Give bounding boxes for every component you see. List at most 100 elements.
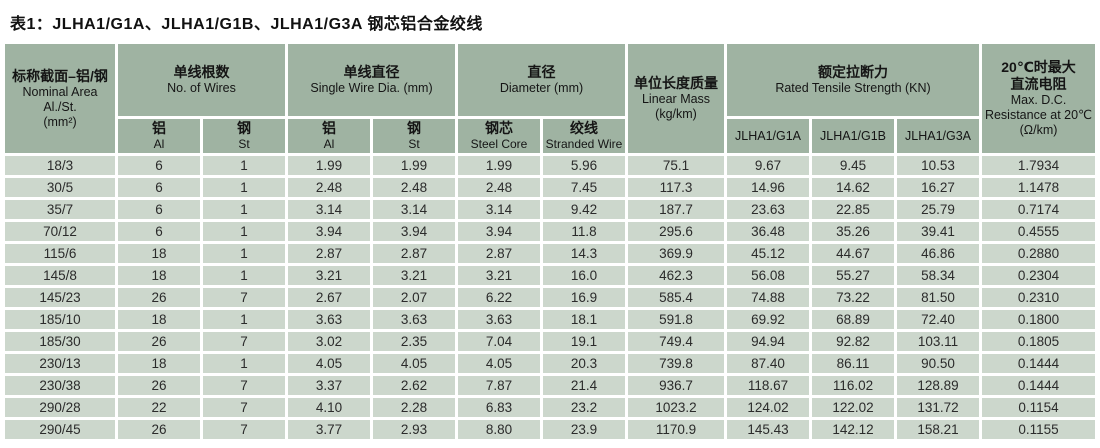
cell-steel-core-dia: 3.14 <box>458 200 541 219</box>
table-row: 185/30 26 7 3.02 2.35 7.04 19.1 749.4 94.94 92.82… <box>5 332 1096 351</box>
cell-al-wires: 26 <box>118 288 200 307</box>
cell-stranded-wire-dia: 18.1 <box>543 310 626 329</box>
subheader-jlha1-g3a: JLHA1/G3A <box>897 119 980 153</box>
header-diameter-zh: 直径 <box>527 64 556 80</box>
cell-st-wires: 7 <box>203 420 286 439</box>
subheader-stranded-wire-zh: 绞线 <box>570 120 599 136</box>
header-nominal-area-unit: (mm²) <box>43 114 77 129</box>
subheader-jlha1-g1a: JLHA1/G1A <box>727 119 810 153</box>
cell-linear-mass: 462.3 <box>628 266 725 285</box>
cell-g3a-strength: 25.79 <box>897 200 980 219</box>
cell-st-dia: 3.21 <box>373 266 456 285</box>
subheader-steel-core-zh: 钢芯 <box>485 120 514 136</box>
cell-st-dia: 2.93 <box>373 420 456 439</box>
cell-al-wires: 22 <box>118 398 200 417</box>
cell-al-wires: 18 <box>118 310 200 329</box>
cell-st-wires: 1 <box>203 266 286 285</box>
cell-steel-core-dia: 4.05 <box>458 354 541 373</box>
cell-al-dia: 3.94 <box>288 222 371 241</box>
subheader-steel-core-en: Steel Core <box>470 137 528 151</box>
cell-al-wires: 18 <box>118 244 200 263</box>
header-dc-resistance-unit: (Ω/km) <box>1019 123 1058 137</box>
cell-al-dia: 3.37 <box>288 376 371 395</box>
header-nominal-area-en2: Al./St. <box>43 99 77 114</box>
cell-al-dia: 3.63 <box>288 310 371 329</box>
cell-g1a-strength: 9.67 <box>727 156 810 175</box>
cell-g3a-strength: 10.53 <box>897 156 980 175</box>
header-single-wire-dia-zh: 单线直径 <box>343 64 400 80</box>
cell-g1a-strength: 45.12 <box>727 244 810 263</box>
cell-steel-core-dia: 6.83 <box>458 398 541 417</box>
cell-al-wires: 18 <box>118 266 200 285</box>
wire-spec-table: 标称截面–铝/钢 Nominal Area Al./St. (mm²) 单线根数… <box>2 41 1098 442</box>
cell-st-dia: 3.94 <box>373 222 456 241</box>
cell-nominal-area: 230/38 <box>5 376 115 395</box>
cell-g3a-strength: 158.21 <box>897 420 980 439</box>
subheader-jlha1-g1b-label: JLHA1/G1B <box>820 128 887 143</box>
cell-st-wires: 7 <box>203 398 286 417</box>
table-row: 290/45 26 7 3.77 2.93 8.80 23.9 1170.9 145.43 142… <box>5 420 1096 439</box>
cell-steel-core-dia: 3.94 <box>458 222 541 241</box>
cell-stranded-wire-dia: 5.96 <box>543 156 626 175</box>
cell-nominal-area: 35/7 <box>5 200 115 219</box>
cell-al-dia: 2.67 <box>288 288 371 307</box>
cell-g1b-strength: 116.02 <box>812 376 895 395</box>
cell-nominal-area: 30/5 <box>5 178 115 197</box>
subheader-wires-al-en: Al <box>153 137 165 151</box>
cell-nominal-area: 230/13 <box>5 354 115 373</box>
header-tensile-strength-en: Rated Tensile Strength (KN) <box>775 81 931 95</box>
header-dc-resistance-zh2: 直流电阻 <box>1010 76 1067 92</box>
cell-steel-core-dia: 7.04 <box>458 332 541 351</box>
cell-dc-resistance: 0.1444 <box>982 376 1096 395</box>
cell-stranded-wire-dia: 16.9 <box>543 288 626 307</box>
cell-al-wires: 18 <box>118 354 200 373</box>
cell-st-dia: 2.62 <box>373 376 456 395</box>
cell-g1a-strength: 118.67 <box>727 376 810 395</box>
subheader-wires-st-zh: 钢 <box>237 120 251 136</box>
cell-stranded-wire-dia: 21.4 <box>543 376 626 395</box>
cell-g3a-strength: 128.89 <box>897 376 980 395</box>
subheader-stranded-wire-en: Stranded Wire <box>545 137 623 151</box>
cell-al-wires: 6 <box>118 178 200 197</box>
table-row: 185/10 18 1 3.63 3.63 3.63 18.1 591.8 69.92 68.89… <box>5 310 1096 329</box>
cell-g3a-strength: 103.11 <box>897 332 980 351</box>
header-dc-resistance-en2: Resistance at 20℃ <box>984 108 1093 122</box>
cell-st-wires: 1 <box>203 310 286 329</box>
subheader-stranded-wire: 绞线 Stranded Wire <box>543 119 626 153</box>
cell-g1a-strength: 74.88 <box>727 288 810 307</box>
cell-nominal-area: 185/30 <box>5 332 115 351</box>
cell-g1a-strength: 23.63 <box>727 200 810 219</box>
cell-st-wires: 1 <box>203 244 286 263</box>
cell-steel-core-dia: 2.48 <box>458 178 541 197</box>
header-no-of-wires-zh: 单线根数 <box>173 64 230 80</box>
cell-g1a-strength: 56.08 <box>727 266 810 285</box>
cell-al-dia: 3.21 <box>288 266 371 285</box>
header-diameter: 直径 Diameter (mm) <box>458 44 626 116</box>
cell-linear-mass: 749.4 <box>628 332 725 351</box>
cell-al-wires: 26 <box>118 332 200 351</box>
cell-dc-resistance: 0.4555 <box>982 222 1096 241</box>
table-row: 30/5 6 1 2.48 2.48 2.48 7.45 117.3 14.96 14.62 16.… <box>5 178 1096 197</box>
cell-g3a-strength: 90.50 <box>897 354 980 373</box>
cell-st-wires: 1 <box>203 222 286 241</box>
cell-g1b-strength: 14.62 <box>812 178 895 197</box>
cell-steel-core-dia: 7.87 <box>458 376 541 395</box>
table-row: 18/3 6 1 1.99 1.99 1.99 5.96 75.1 9.67 9.45 10.53 1… <box>5 156 1096 175</box>
cell-steel-core-dia: 8.80 <box>458 420 541 439</box>
cell-st-wires: 7 <box>203 376 286 395</box>
subheader-steel-core: 钢芯 Steel Core <box>458 119 541 153</box>
header-tensile-strength-zh: 额定拉断力 <box>818 64 889 80</box>
cell-stranded-wire-dia: 11.8 <box>543 222 626 241</box>
header-linear-mass-zh: 单位长度质量 <box>634 75 719 91</box>
cell-st-dia: 3.63 <box>373 310 456 329</box>
header-dc-resistance: 20℃时最大 直流电阻 Max. D.C. Resistance at 20℃ … <box>982 44 1096 153</box>
subheader-wires-st: 钢 St <box>203 119 286 153</box>
cell-st-dia: 2.28 <box>373 398 456 417</box>
cell-nominal-area: 290/28 <box>5 398 115 417</box>
table-row: 115/6 18 1 2.87 2.87 2.87 14.3 369.9 45.12 44.67 4… <box>5 244 1096 263</box>
cell-steel-core-dia: 2.87 <box>458 244 541 263</box>
header-linear-mass: 单位长度质量 Linear Mass (kg/km) <box>628 44 725 153</box>
cell-st-wires: 1 <box>203 178 286 197</box>
cell-dc-resistance: 1.1478 <box>982 178 1096 197</box>
table-row: 290/28 22 7 4.10 2.28 6.83 23.2 1023.2 124.02 122… <box>5 398 1096 417</box>
